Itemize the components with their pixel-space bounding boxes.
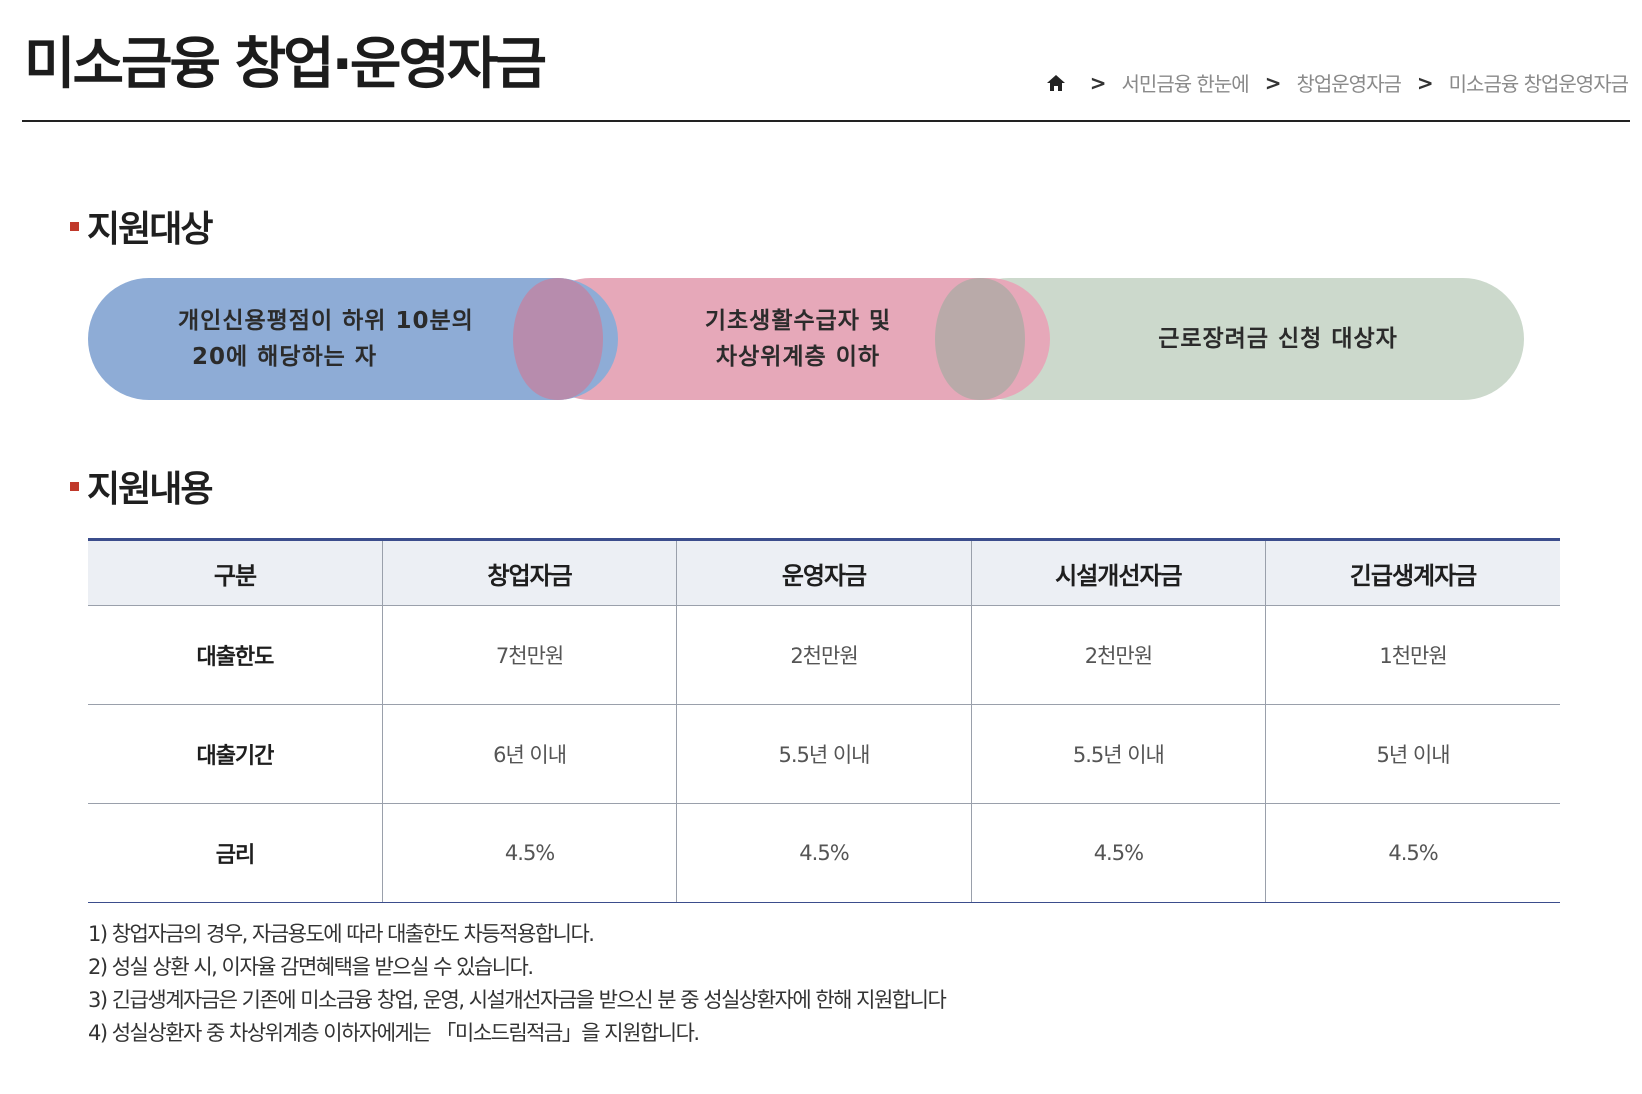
table-row-label: 금리 [88, 803, 383, 903]
note-item: 2) 성실 상환 시, 이자율 감면혜택을 받으실 수 있습니다. [88, 955, 534, 979]
table-header-cell: 시설개선자금 [970, 538, 1266, 606]
table-cell: 5년 이내 [1265, 704, 1560, 804]
page-title: 미소금융 창업·운영자금 [24, 32, 547, 97]
table-header-cell: 운영자금 [676, 538, 972, 606]
table-row-label: 대출한도 [88, 605, 383, 705]
table-cell: 4.5% [381, 803, 677, 903]
target-item-3-line1: 근로장려금 신청 대상자 [1158, 326, 1398, 352]
capsule-segment-1 [88, 278, 618, 400]
section-heading-text: 지원대상 [87, 209, 213, 250]
table-row-label: 대출기간 [88, 704, 383, 804]
breadcrumb-separator: > [1089, 70, 1107, 95]
capsule-graphic [88, 278, 1524, 400]
capsule-segment-2 [530, 278, 1050, 400]
table-header-cell: 구분 [88, 538, 383, 606]
target-item-2-line2: 차상위계층 이하 [715, 344, 881, 370]
table-header-row: 구분 창업자금 운영자금 시설개선자금 긴급생계자금 [88, 538, 1560, 606]
capsule-overlap-1 [513, 278, 603, 400]
target-item-3: 근로장려금 신청 대상자 [1088, 278, 1468, 400]
table-header-cell: 긴급생계자금 [1265, 538, 1560, 606]
table-row: 대출한도 7천만원 2천만원 2천만원 1천만원 [88, 605, 1560, 705]
breadcrumb-item-2[interactable]: 창업운영자금 [1296, 72, 1401, 96]
table-header-cell: 창업자금 [381, 538, 677, 606]
capsule-overlap-2 [935, 278, 1025, 400]
table-cell: 7천만원 [381, 605, 677, 705]
table-cell: 6년 이내 [381, 704, 677, 804]
table-cell: 4.5% [1265, 803, 1560, 903]
table-cell: 2천만원 [970, 605, 1266, 705]
title-divider [22, 120, 1630, 122]
target-item-1-line1: 개인신용평점이 하위 10분의 [178, 308, 474, 334]
section-heading-text: 지원내용 [87, 469, 213, 510]
note-item: 4) 성실상환자 중 차상위계층 이하자에게는 「미소드림적금」을 지원합니다. [88, 1021, 700, 1045]
target-item-1: 개인신용평점이 하위 10분의 20에 해당하는 자 [128, 278, 548, 400]
breadcrumb-item-3[interactable]: 미소금융 창업운영자금 [1448, 72, 1629, 96]
breadcrumb: > 서민금융 한눈에 > 창업운영자금 > 미소금융 창업운영자금 [1046, 68, 1629, 97]
section-heading-target: 지원대상 [70, 200, 213, 252]
note-item: 3) 긴급생계자금은 기존에 미소금융 창업, 운영, 시설개선자금을 받으신 … [88, 988, 947, 1012]
target-item-2: 기초생활수급자 및 차상위계층 이하 [648, 278, 948, 400]
section-heading-content: 지원내용 [70, 460, 213, 512]
target-item-2-line1: 기초생활수급자 및 [704, 308, 892, 334]
table-cell: 4.5% [970, 803, 1266, 903]
breadcrumb-separator: > [1264, 70, 1282, 95]
notes-list: 1) 창업자금의 경우, 자금용도에 따라 대출한도 차등적용합니다. 2) 성… [88, 918, 947, 1050]
table-cell: 2천만원 [676, 605, 972, 705]
table-cell: 5.5년 이내 [970, 704, 1266, 804]
section-bullet [70, 481, 79, 491]
target-capsule: 개인신용평점이 하위 10분의 20에 해당하는 자 기초생활수급자 및 차상위… [88, 278, 1524, 400]
section-bullet [70, 221, 79, 231]
breadcrumb-item-1[interactable]: 서민금융 한눈에 [1121, 72, 1250, 96]
home-icon[interactable] [1046, 73, 1066, 93]
table-cell: 1천만원 [1265, 605, 1560, 705]
table-cell: 4.5% [676, 803, 972, 903]
capsule-segment-3 [948, 278, 1524, 400]
support-table: 구분 창업자금 운영자금 시설개선자금 긴급생계자금 대출한도 7천만원 2천만… [88, 538, 1560, 903]
breadcrumb-separator: > [1416, 70, 1434, 95]
table-cell: 5.5년 이내 [676, 704, 972, 804]
table-row: 대출기간 6년 이내 5.5년 이내 5.5년 이내 5년 이내 [88, 704, 1560, 804]
table-row: 금리 4.5% 4.5% 4.5% 4.5% [88, 803, 1560, 903]
note-item: 1) 창업자금의 경우, 자금용도에 따라 대출한도 차등적용합니다. [88, 922, 595, 946]
target-item-1-line2: 20에 해당하는 자 [192, 344, 377, 370]
